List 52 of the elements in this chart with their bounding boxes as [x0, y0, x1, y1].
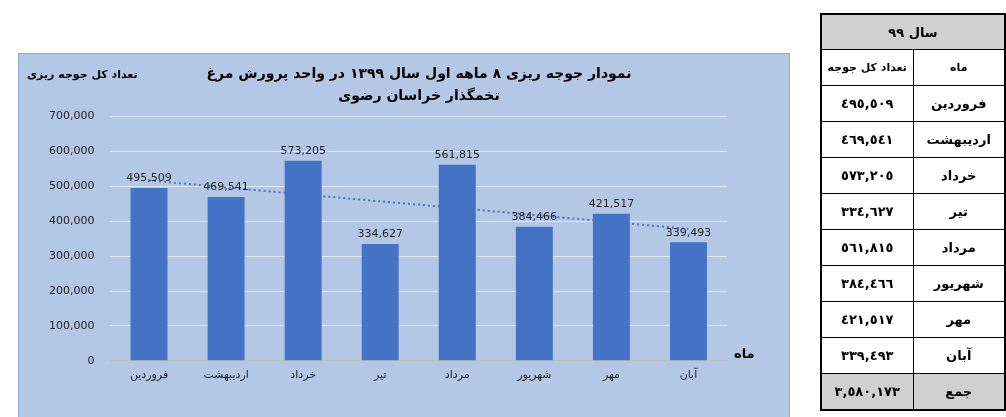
data-label: 573,205: [280, 144, 326, 158]
text: مرداد: [913, 229, 1005, 266]
text: ٤٢١,٥١٧: [821, 301, 913, 338]
x-tick-label: مهر: [601, 368, 621, 382]
y-tick-label: 700,000: [48, 109, 95, 123]
text: تعداد کل جوجه: [821, 49, 913, 86]
data-label: 561,815: [434, 148, 481, 162]
text: خرداد: [913, 157, 1005, 194]
text: ٥٦١,٨١٥: [821, 229, 913, 266]
bar: [130, 187, 168, 361]
x-tick-label: آبان: [679, 367, 699, 382]
x-tick-label: اردیبهشت: [203, 368, 249, 382]
text: مهر: [913, 301, 1005, 338]
bar: [515, 226, 553, 361]
bar: [669, 242, 707, 361]
text: ٤٩٥,٥٠٩: [821, 85, 913, 122]
y-tick-label: 400,000: [48, 214, 95, 228]
y-tick-label: 200,000: [48, 283, 95, 297]
y-tick-label: 300,000: [48, 249, 95, 262]
text: ٣٣٩,٤٩٣: [821, 337, 913, 374]
text: ٤٦٩,٥٤١: [821, 121, 913, 158]
text: تیر: [913, 193, 1005, 230]
x-tick-label: مرداد: [444, 368, 470, 382]
text: ٥٧٣,٢٠٥: [821, 157, 913, 194]
x-tick-label: شهریور: [516, 368, 552, 382]
text: سال ۹۹: [821, 14, 1005, 50]
y-tick-label: 500,000: [48, 179, 95, 193]
bar: [207, 197, 245, 361]
y-tick-label: 0: [87, 353, 95, 367]
data-label: 334,627: [357, 227, 403, 241]
data-label: 495,509: [126, 171, 172, 185]
bar: [361, 244, 399, 361]
x-tick-label: تیر: [372, 368, 387, 382]
y-tick-label: 100,000: [48, 318, 95, 332]
data-label: 469,541: [203, 180, 249, 194]
text: ٣,٥٨٠,١٧٣: [821, 373, 913, 410]
text: شهریور: [913, 265, 1005, 302]
data-label: 421,517: [588, 197, 635, 211]
x-tick-label: فروردین: [129, 368, 169, 382]
text: جمع: [913, 373, 1005, 410]
data-label: 384,466: [511, 210, 558, 224]
x-axis-title: ماه: [734, 346, 755, 361]
text: ماه: [913, 49, 1005, 86]
text: ٣٣٤,٦٢٧: [821, 193, 913, 230]
y-axis-title: تعداد کل جوجه ریزی: [27, 68, 138, 81]
text: ٣٨٤,٤٦٦: [821, 265, 913, 302]
data-label: 339,493: [665, 225, 712, 239]
x-tick-label: خرداد: [290, 368, 317, 382]
y-tick-label: 600,000: [48, 144, 95, 158]
text: فروردین: [913, 85, 1005, 122]
text: اردیبهشت: [913, 121, 1005, 158]
chart-title: نمودار جوجه ریزی ۸ ماهه اول سال ۱۳۹۹ در واحد پرورش مرغ تخمگذار خراسان رضوی: [205, 64, 633, 106]
